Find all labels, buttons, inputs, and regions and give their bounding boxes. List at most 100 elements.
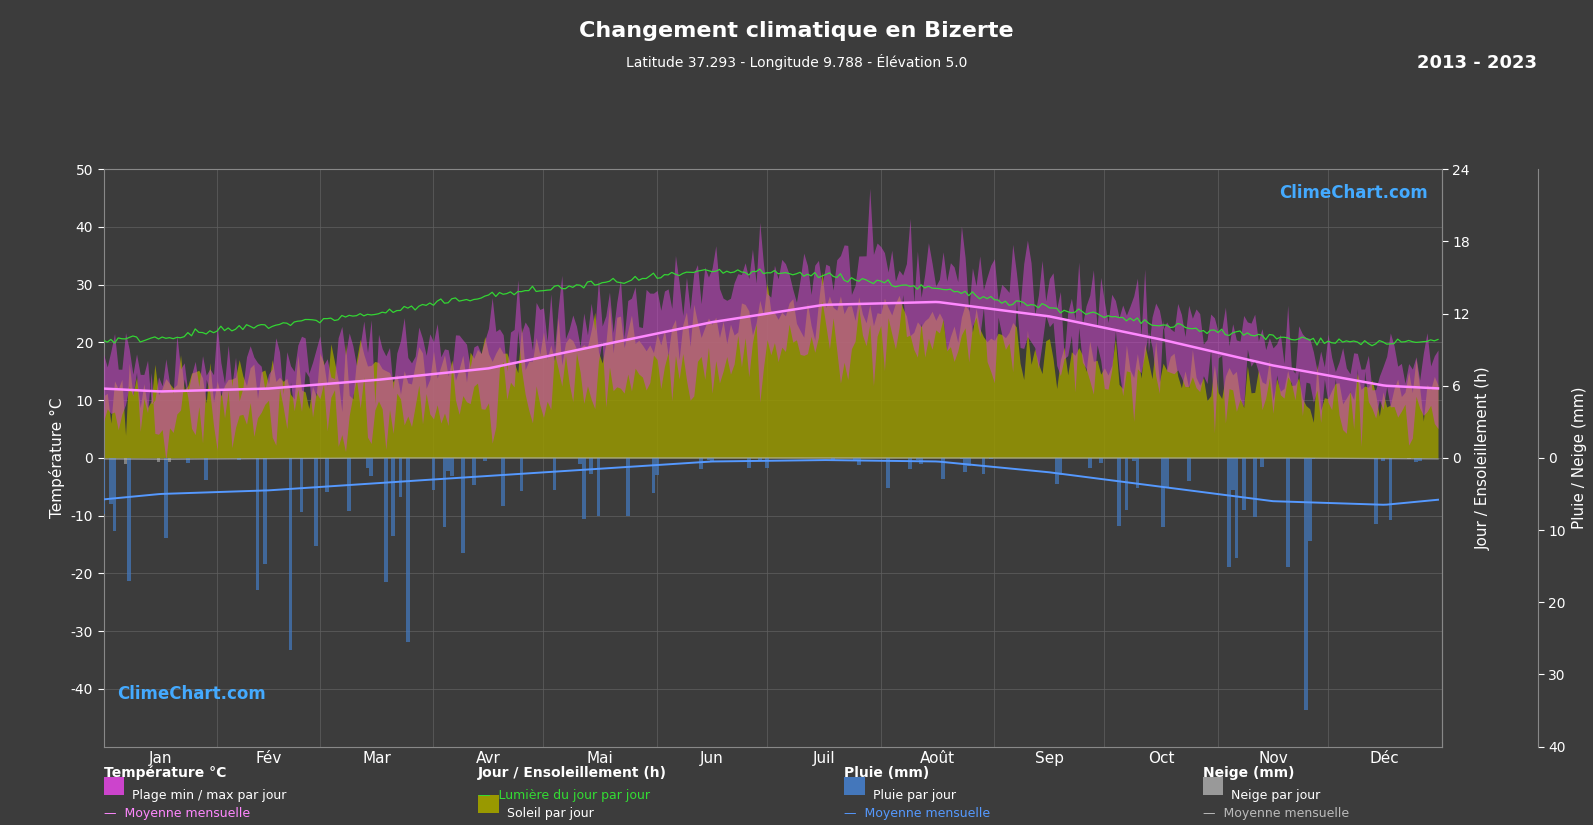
Bar (1055, 458, 1059, 483)
Bar (1243, 458, 1246, 511)
Bar (626, 458, 629, 516)
Bar (108, 458, 113, 504)
Bar (589, 458, 593, 474)
Bar (1286, 458, 1289, 568)
Bar (263, 458, 266, 563)
Text: Latitude 37.293 - Longitude 9.788 - Élévation 5.0: Latitude 37.293 - Longitude 9.788 - Élév… (626, 54, 967, 69)
Bar (1133, 458, 1136, 460)
Text: Plage min / max par jour: Plage min / max par jour (132, 789, 287, 802)
Bar (102, 458, 105, 459)
Bar (384, 458, 387, 582)
Bar (325, 458, 330, 493)
Bar (167, 458, 172, 462)
Bar (124, 458, 127, 464)
Text: Pluie (mm): Pluie (mm) (844, 766, 930, 780)
Bar (707, 458, 710, 460)
Bar (446, 458, 449, 471)
Bar (314, 458, 319, 546)
Y-axis label: Température °C: Température °C (49, 398, 65, 518)
Bar (398, 458, 403, 497)
Bar (581, 458, 586, 519)
Text: Pluie par jour: Pluie par jour (873, 789, 956, 802)
Bar (967, 458, 970, 466)
Bar (113, 458, 116, 531)
Bar (347, 458, 350, 511)
Bar (989, 458, 992, 459)
Bar (460, 458, 465, 553)
Bar (1161, 458, 1164, 527)
Bar (102, 458, 105, 514)
Bar (832, 458, 835, 461)
Bar (472, 458, 476, 485)
Text: —  Lumière du jour par jour: — Lumière du jour par jour (478, 789, 650, 802)
Bar (449, 458, 454, 476)
Bar (1252, 458, 1257, 516)
Bar (1117, 458, 1121, 526)
Text: —  Moyenne mensuelle: — Moyenne mensuelle (1203, 807, 1349, 820)
Bar (886, 458, 890, 488)
Y-axis label: Jour / Ensoleillement (h): Jour / Ensoleillement (h) (1475, 366, 1491, 549)
Bar (432, 458, 435, 490)
Bar (1381, 458, 1384, 461)
Bar (916, 458, 919, 460)
Bar (1373, 458, 1378, 524)
Text: Changement climatique en Bizerte: Changement climatique en Bizerte (580, 21, 1013, 40)
Bar (1231, 458, 1235, 490)
Text: 2013 - 2023: 2013 - 2023 (1418, 54, 1537, 72)
Bar (1260, 458, 1263, 467)
Bar (919, 458, 922, 464)
Bar (941, 458, 945, 479)
Bar (1235, 458, 1238, 559)
Bar (857, 458, 860, 465)
Text: Jour / Ensoleillement (h): Jour / Ensoleillement (h) (478, 766, 667, 780)
Bar (854, 458, 857, 461)
Bar (1389, 458, 1392, 520)
Bar (1136, 458, 1139, 488)
Bar (655, 458, 660, 475)
Bar (597, 458, 601, 516)
Bar (578, 458, 581, 464)
Text: Neige (mm): Neige (mm) (1203, 766, 1294, 780)
Bar (908, 458, 911, 469)
Text: ClimeChart.com: ClimeChart.com (1279, 184, 1429, 201)
Bar (370, 458, 373, 476)
Bar (699, 458, 703, 469)
Bar (1099, 458, 1102, 464)
Text: Neige par jour: Neige par jour (1231, 789, 1321, 802)
Bar (1308, 458, 1311, 540)
Bar (1059, 458, 1063, 475)
Bar (186, 458, 190, 464)
Bar (1227, 458, 1231, 568)
Bar (256, 458, 260, 590)
Bar (519, 458, 524, 492)
Bar (964, 458, 967, 472)
Bar (981, 458, 984, 474)
Bar (392, 458, 395, 535)
Bar (406, 458, 409, 642)
Bar (204, 458, 209, 480)
Bar (553, 458, 556, 490)
Bar (288, 458, 293, 650)
Text: ClimeChart.com: ClimeChart.com (116, 686, 266, 703)
Bar (765, 458, 769, 468)
Text: Température °C: Température °C (104, 766, 226, 780)
Text: Soleil par jour: Soleil par jour (507, 807, 593, 820)
Bar (747, 458, 750, 468)
Bar (1407, 458, 1410, 460)
Bar (652, 458, 655, 493)
Bar (1305, 458, 1308, 710)
Bar (299, 458, 303, 512)
Bar (483, 458, 486, 461)
Bar (443, 458, 446, 527)
Bar (156, 458, 161, 462)
Bar (164, 458, 167, 538)
Bar (366, 458, 370, 469)
Bar (1311, 458, 1316, 460)
Bar (502, 458, 505, 506)
Bar (127, 458, 131, 582)
Text: —  Moyenne mensuelle: — Moyenne mensuelle (844, 807, 991, 820)
Bar (1187, 458, 1190, 481)
Bar (1088, 458, 1091, 469)
Bar (1418, 458, 1421, 460)
Bar (1125, 458, 1128, 511)
